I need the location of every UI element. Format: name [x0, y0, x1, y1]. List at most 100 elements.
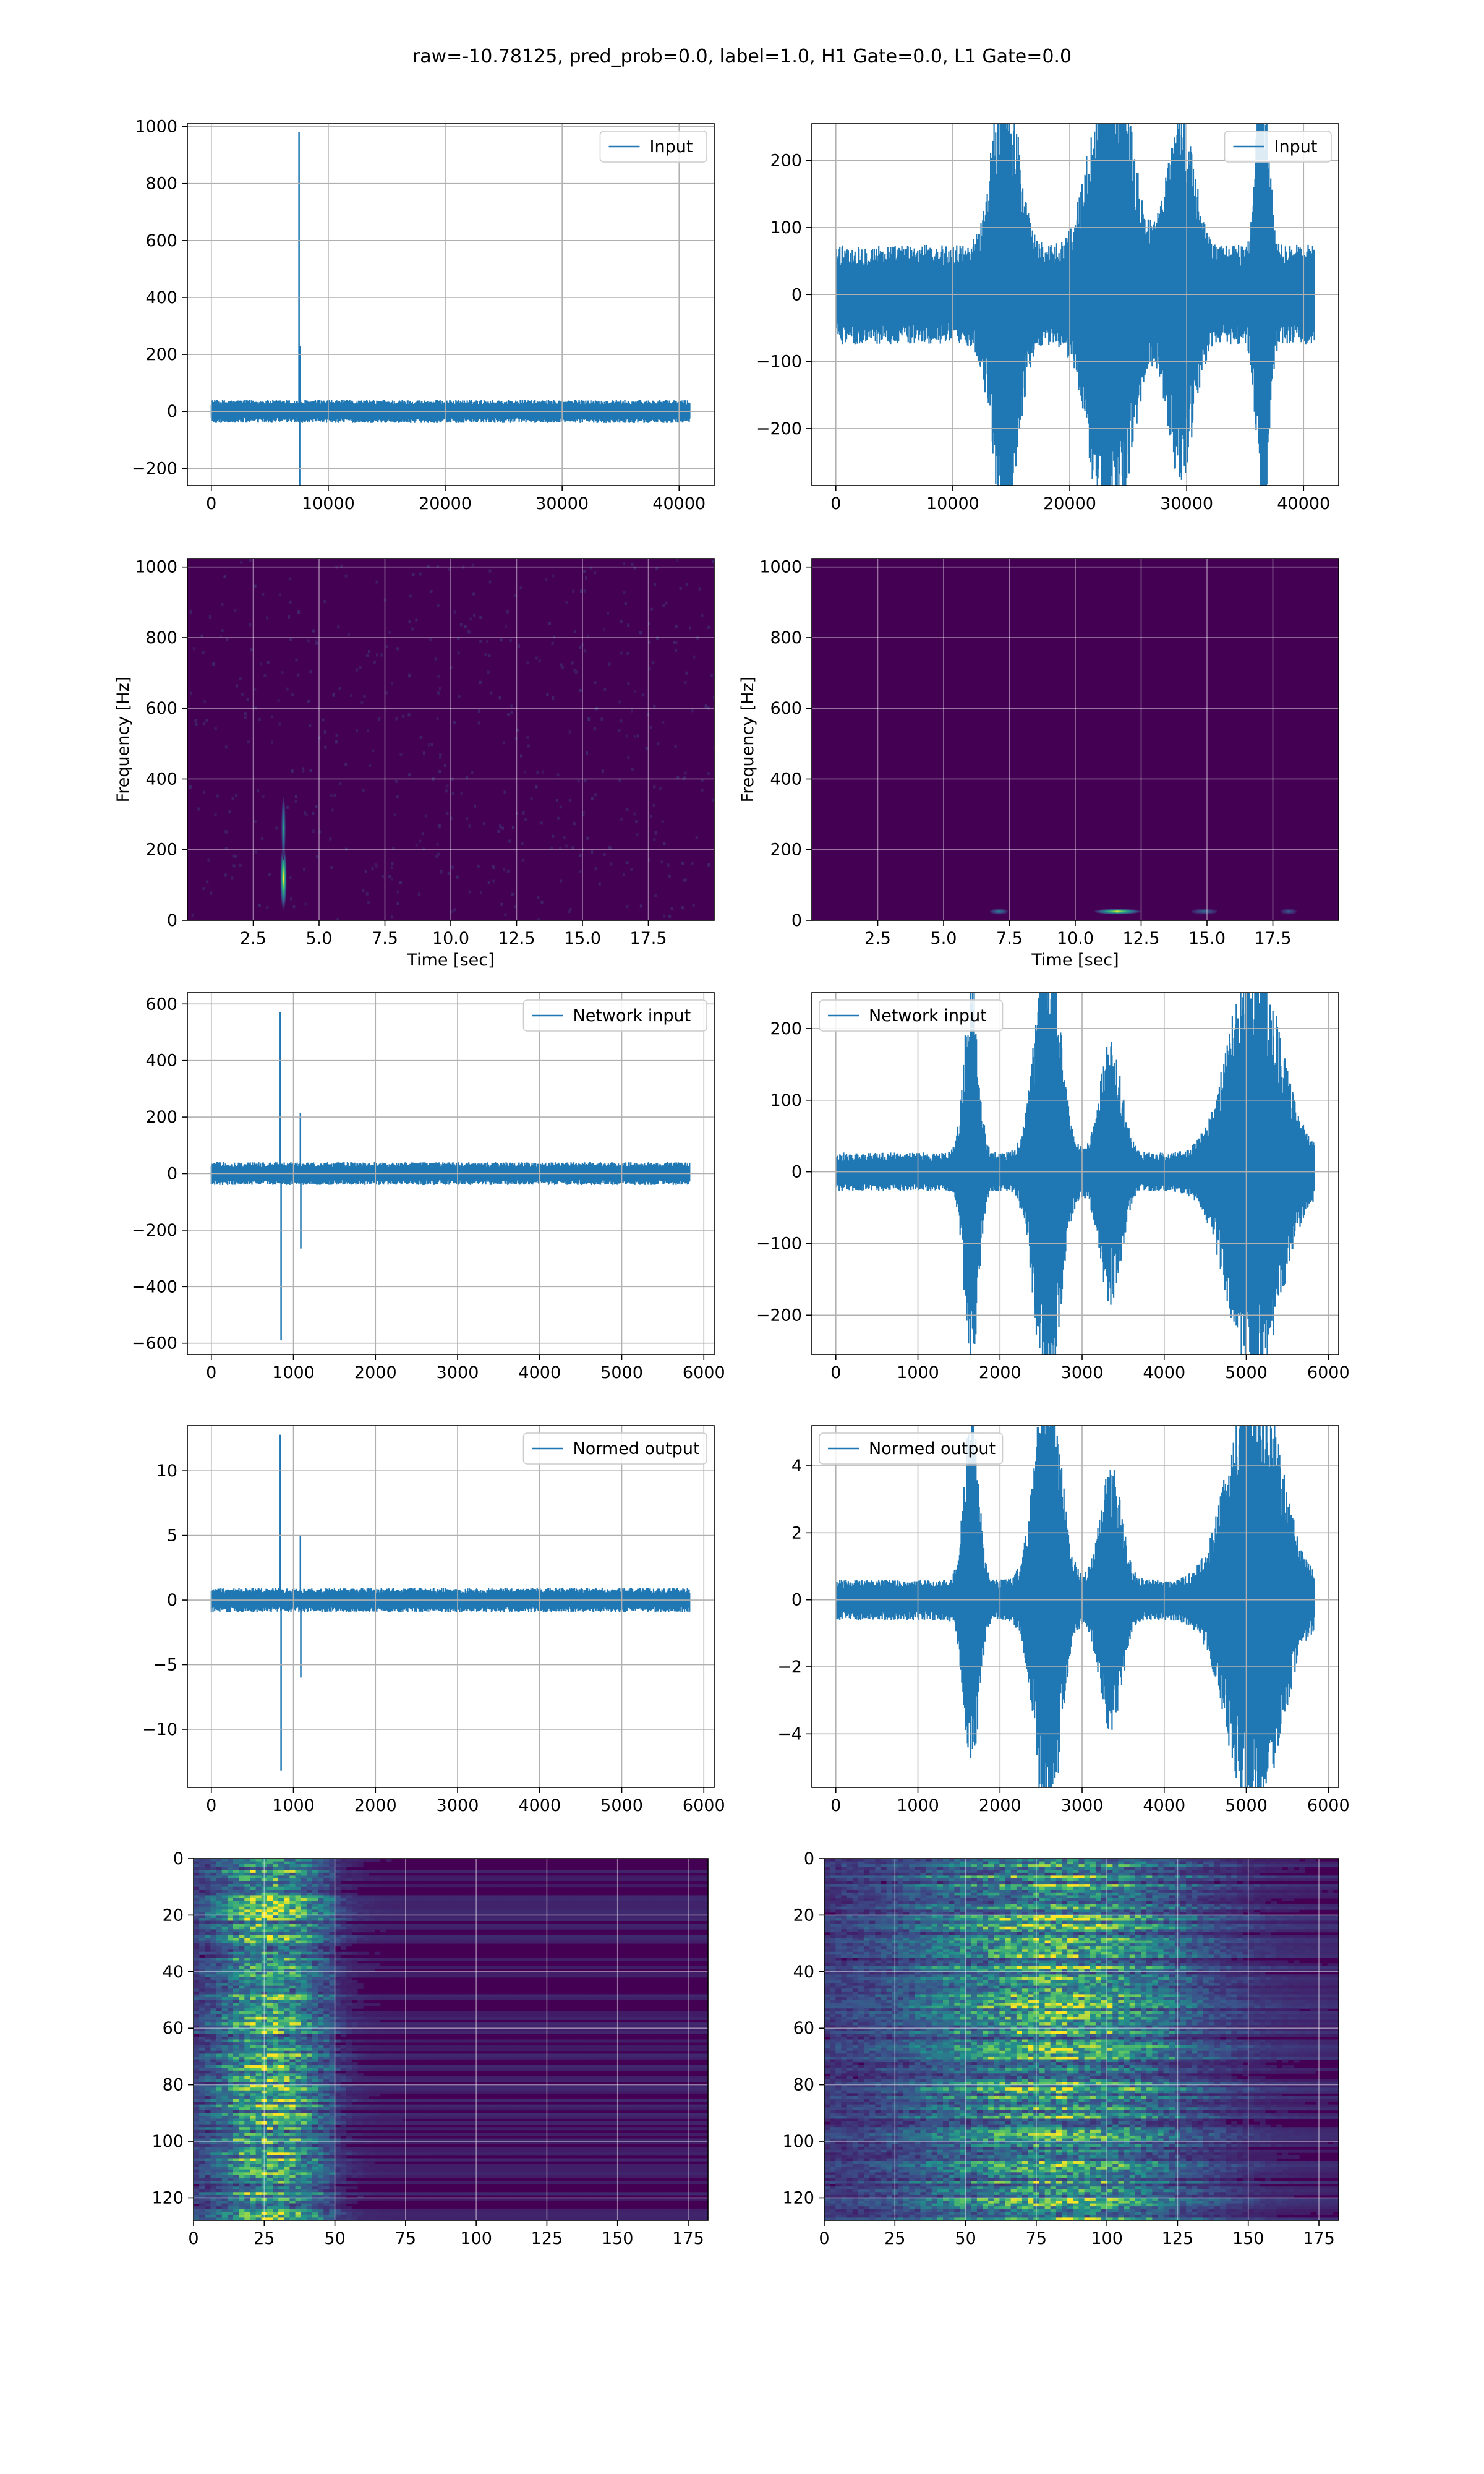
heatmap-cell — [707, 772, 710, 776]
heatmap-cell — [516, 2022, 522, 2026]
heatmap-cell — [662, 1974, 669, 1978]
heatmap-cell — [629, 1909, 635, 1913]
heatmap-cell — [646, 1906, 652, 1910]
heatmap-cell — [578, 1895, 584, 1899]
heatmap-cell — [244, 1997, 250, 2000]
heatmap-cell — [301, 1924, 307, 1927]
heatmap-cell — [216, 2036, 223, 2040]
heatmap-cell — [492, 865, 495, 868]
heatmap-cell — [306, 1864, 313, 1868]
heatmap-cell — [239, 1859, 245, 1862]
heatmap-cell — [459, 1994, 466, 1998]
heatmap-cell — [244, 1915, 250, 1919]
heatmap-cell — [329, 1935, 335, 1938]
heatmap-cell — [685, 671, 688, 675]
heatmap-cell — [301, 2014, 307, 2018]
heatmap-cell — [255, 1977, 262, 1980]
heatmap-cell — [205, 2003, 211, 2006]
heatmap-cell — [476, 2022, 482, 2026]
heatmap-cell — [244, 1988, 250, 1992]
heatmap-cell — [323, 1926, 330, 1930]
heatmap-cell — [385, 1971, 392, 1975]
heatmap-cell — [357, 2022, 364, 2026]
heatmap-cell — [414, 2025, 420, 2029]
heatmap-cell — [629, 2031, 635, 2034]
heatmap-cell — [261, 1864, 268, 1868]
heatmap-cell — [595, 1878, 601, 1881]
heatmap-cell — [555, 1971, 561, 1975]
heatmap-cell — [589, 1898, 595, 1901]
heatmap-cell — [273, 1963, 279, 1967]
heatmap-cell — [312, 1949, 318, 1953]
heatmap-cell — [216, 1901, 223, 1904]
heatmap-cell — [521, 1895, 527, 1899]
heatmap-cell — [595, 2028, 601, 2032]
heatmap-cell — [578, 2025, 584, 2029]
heatmap-cell — [318, 2039, 324, 2043]
heatmap-cell — [583, 1966, 590, 1969]
heatmap-cell — [210, 2048, 216, 2052]
heatmap-cell — [289, 1946, 296, 1950]
heatmap-cell — [538, 1940, 545, 1944]
heatmap-cell — [352, 1969, 358, 1972]
heatmap-cell — [572, 2028, 579, 2032]
heatmap-cell — [357, 2039, 364, 2043]
heatmap-cell — [194, 1861, 200, 1865]
heatmap-cell — [357, 1901, 364, 1904]
heatmap-cell — [210, 1904, 216, 1907]
heatmap-cell — [216, 2005, 223, 2009]
heatmap-cell — [471, 1966, 477, 1969]
heatmap-cell — [589, 1906, 595, 1910]
heatmap-cell — [691, 1994, 697, 1998]
heatmap-cell — [680, 1924, 686, 1927]
heatmap-cell — [691, 1926, 697, 1930]
heatmap-cell — [532, 1878, 539, 1881]
heatmap-cell — [691, 2039, 697, 2043]
heatmap-cell — [419, 1918, 426, 1921]
heatmap-cell — [668, 1878, 675, 1881]
heatmap-cell — [335, 1971, 341, 1975]
heatmap-cell — [583, 1906, 590, 1910]
heatmap-cell — [498, 1924, 505, 1927]
heatmap-cell — [674, 1884, 680, 1888]
heatmap-cell — [284, 1983, 290, 1987]
heatmap-cell — [210, 1926, 216, 1930]
heatmap-cell — [419, 1935, 426, 1938]
heatmap-cell — [471, 2028, 477, 2032]
heatmap-cell — [550, 1912, 556, 1915]
heatmap-cell — [566, 1958, 573, 1961]
heatmap-cell — [194, 1901, 200, 1904]
heatmap-cell — [205, 2025, 211, 2029]
heatmap-cell — [504, 1875, 511, 1879]
heatmap-cell — [408, 773, 411, 777]
heatmap-cell — [442, 1870, 448, 1873]
x-tick-label: 1000 — [272, 1796, 315, 1815]
heatmap-cell — [216, 2042, 223, 2046]
heatmap-cell — [306, 1943, 313, 1947]
heatmap-cell — [278, 1991, 284, 1995]
heatmap-cell — [250, 2022, 256, 2026]
heatmap-cell — [244, 2031, 250, 2034]
heatmap-cell — [278, 1966, 284, 1969]
heatmap-cell — [612, 1884, 618, 1888]
heatmap-cell — [369, 2016, 375, 2020]
heatmap-cell — [210, 1977, 216, 1980]
heatmap-cell — [295, 1926, 302, 1930]
heatmap-cell — [306, 1980, 313, 1984]
heatmap-cell — [199, 1895, 205, 1899]
heatmap-cell — [273, 1898, 279, 1901]
heatmap-cell — [357, 1997, 364, 2000]
heatmap-cell — [335, 2008, 341, 2012]
heatmap-cell — [482, 2016, 488, 2020]
heatmap-cell — [255, 2011, 262, 2014]
heatmap-cell — [221, 629, 224, 633]
heatmap-cell — [301, 1875, 307, 1879]
heatmap-cell — [640, 1924, 646, 1927]
heatmap-cell — [205, 1949, 211, 1953]
heatmap-cell — [335, 1915, 341, 1919]
heatmap-cell — [233, 1949, 239, 1953]
heatmap-cell — [431, 1940, 437, 1944]
heatmap-cell — [464, 1971, 471, 1975]
heatmap-cell — [674, 1898, 680, 1901]
heatmap-cell — [374, 1951, 381, 1955]
